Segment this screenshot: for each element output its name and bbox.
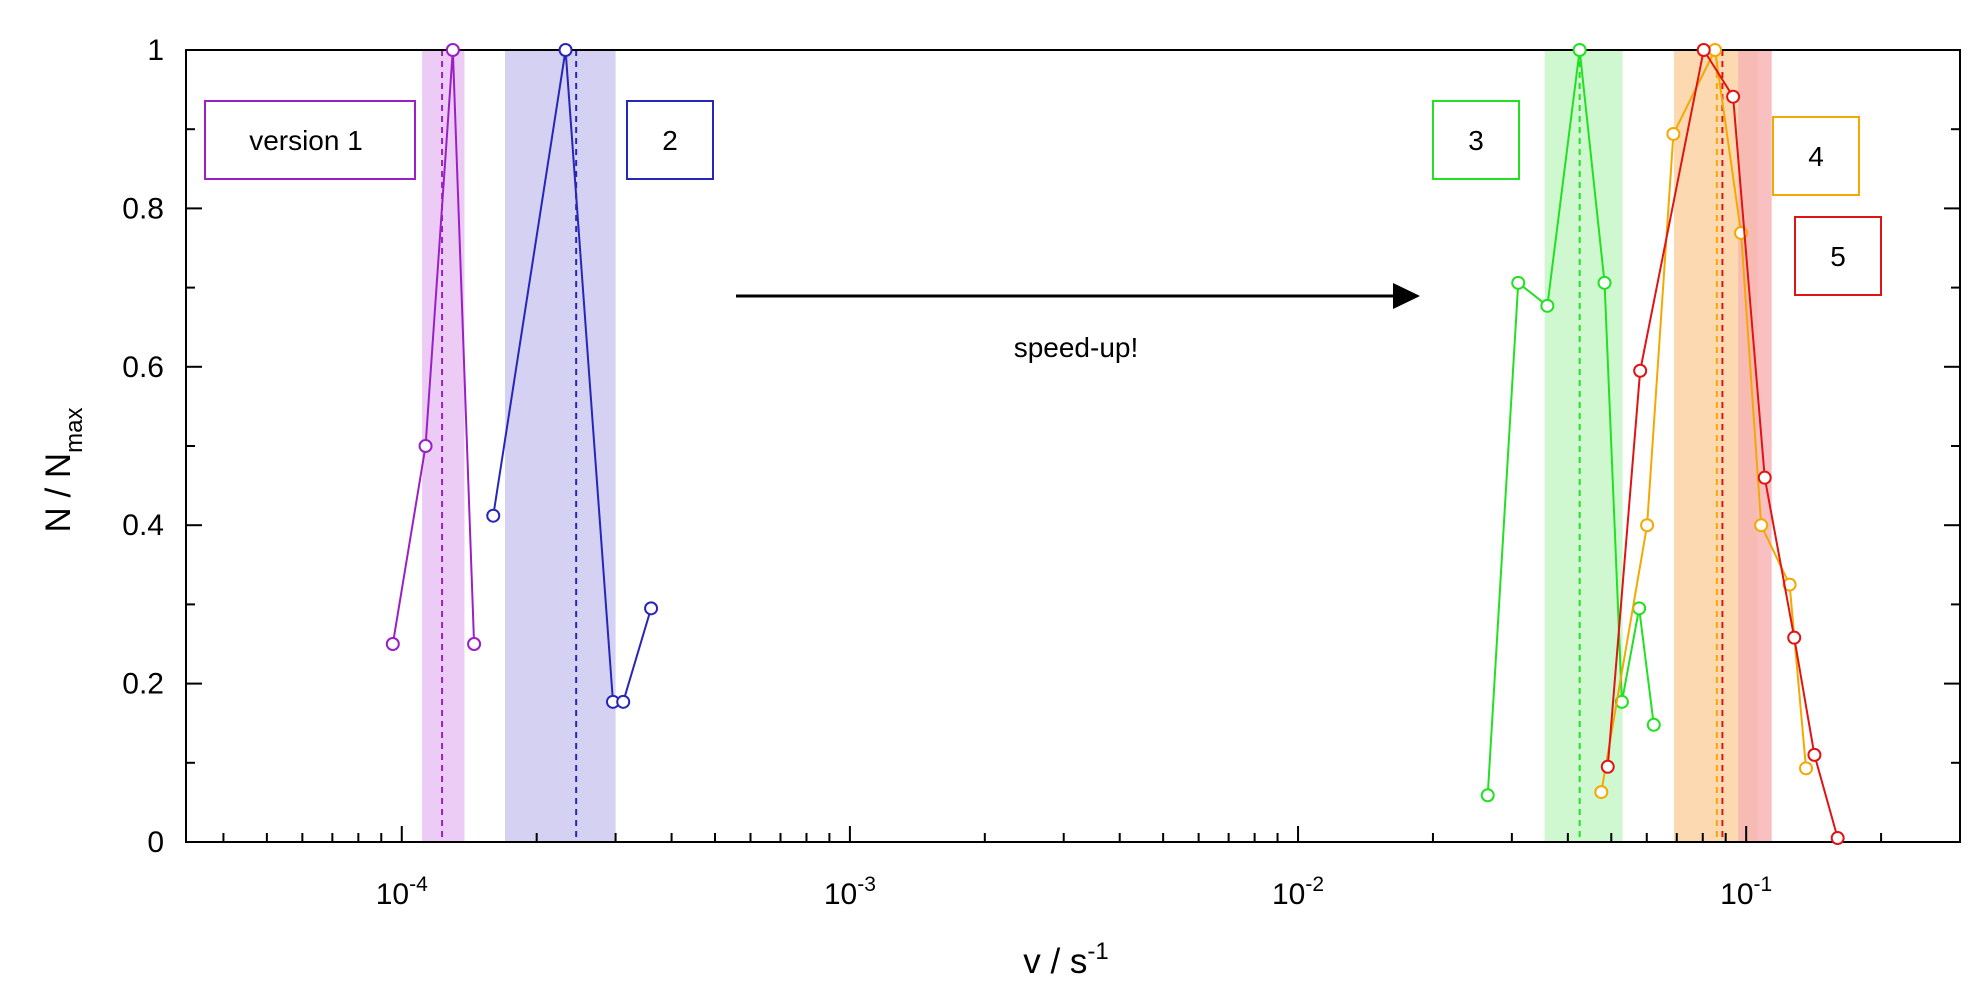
series-3-point [1572, 43, 1587, 57]
series-2-point [644, 601, 659, 616]
arrow-head [1393, 283, 1420, 309]
series-3 [1480, 43, 1661, 803]
x-tick-label: 10-4 [376, 873, 428, 911]
series-5-point [1807, 747, 1822, 762]
series-5 [1600, 43, 1845, 846]
series-4-point [1640, 518, 1655, 533]
series-3-point [1480, 788, 1495, 803]
x-axis-label: v / s-1 [1023, 938, 1109, 981]
y-tick-label: 0.2 [122, 668, 164, 701]
series-1-line [391, 49, 476, 645]
series-1-point [385, 637, 400, 651]
series-3-point [1597, 275, 1612, 290]
series-3-point [1511, 275, 1526, 290]
confidence-bands [422, 50, 1772, 842]
data-series [385, 43, 1845, 846]
band-series-3 [1544, 50, 1623, 842]
mean-lines [441, 50, 1724, 842]
series-5-point [1757, 470, 1772, 485]
series-4-point [1754, 518, 1769, 533]
x-tick-label: 10-2 [1272, 873, 1324, 911]
legend-label-3: 3 [1468, 125, 1484, 156]
series-5-point [1600, 759, 1615, 774]
speed-up-arrow [736, 283, 1420, 309]
series-2-point [486, 508, 501, 523]
x-tick-label: 10-3 [824, 873, 876, 911]
x-axis-label-sup: -1 [1087, 938, 1108, 965]
series-4 [1594, 43, 1814, 800]
series-1-point [418, 439, 433, 453]
legend-label-4: 4 [1808, 141, 1824, 172]
speed-up-label: speed-up! [1014, 332, 1139, 363]
x-tick-label: 10-1 [1720, 873, 1772, 911]
band-series-2 [505, 50, 616, 842]
series-5-point [1787, 630, 1802, 645]
legend-box-3: 3 [1432, 100, 1520, 180]
series-5-line [1606, 47, 1839, 839]
series-4-line [1600, 46, 1808, 793]
series-3-point [1540, 298, 1555, 313]
legend-label-version-1: version 1 [249, 125, 363, 156]
series-1-point [445, 43, 460, 57]
series-5-point [1696, 43, 1711, 57]
series-3-point [1646, 717, 1661, 732]
y-tick-label: 0.4 [122, 509, 164, 542]
legend-label-2: 2 [662, 125, 678, 156]
y-tick-label: 0.8 [122, 192, 164, 225]
y-tick-label: 1 [147, 34, 164, 67]
series-4-point [1594, 785, 1609, 800]
legend-box-version-1: version 1 [204, 100, 416, 180]
series-4-point [1708, 43, 1723, 57]
series-4-point [1799, 761, 1814, 776]
legend-box-5: 5 [1794, 216, 1882, 296]
series-4-point [1666, 126, 1681, 141]
series-3-point [1632, 601, 1647, 616]
axis-ticks: 0 0.2 0.4 0.6 0.8 1 10-4 10-3 10-2 10-1 [122, 34, 1960, 911]
y-tick-label: 0 [147, 826, 164, 859]
y-axis-label-sub: max [61, 407, 88, 452]
y-tick-label: 0.6 [122, 351, 164, 384]
series-2-point [616, 694, 631, 709]
series-5-point [1633, 363, 1648, 378]
series-1 [385, 43, 482, 651]
y-axis-label: N / Nmax [39, 407, 88, 532]
series-2-point [558, 43, 573, 57]
legend-label-5: 5 [1830, 241, 1846, 272]
legend-box-2: 2 [626, 100, 714, 180]
series-5-point [1830, 831, 1845, 846]
series-2 [486, 43, 659, 709]
series-5-point [1726, 89, 1741, 104]
series-2-line [622, 608, 653, 703]
legend-box-4: 4 [1772, 116, 1860, 196]
series-1-point [467, 637, 482, 651]
